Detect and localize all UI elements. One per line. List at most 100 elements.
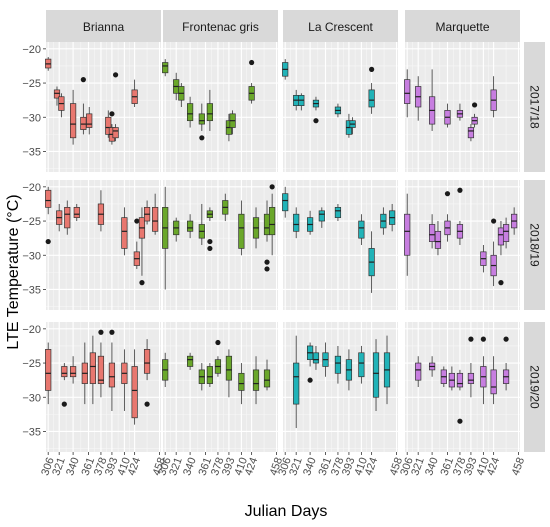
box <box>53 89 61 99</box>
boxplot-day-348 <box>312 345 320 370</box>
x-tick-label: 340 <box>301 456 319 477</box>
strip-label-brianna: Brianna <box>83 20 125 34</box>
boxplot-day-328 <box>298 93 305 111</box>
x-tick-label: 340 <box>181 456 199 477</box>
x-tick-label: 378 <box>329 456 347 477</box>
strip-label-2018-19: 2018/19 <box>528 223 542 267</box>
boxplot-day-361 <box>322 342 329 377</box>
boxplot-day-328 <box>178 83 185 107</box>
y-tick-label: −25 <box>22 358 41 370</box>
boxplot-day-410 <box>358 214 365 245</box>
boxplot-day-306 <box>404 69 411 118</box>
boxplot-day-424 <box>490 218 497 287</box>
outlier-point <box>207 238 213 245</box>
boxplot-day-378 <box>334 203 342 222</box>
boxplot-day-424 <box>368 66 375 114</box>
x-tick-label: 424 <box>363 456 381 477</box>
boxplot-day-378 <box>334 345 342 384</box>
boxplot-day-424 <box>368 231 375 293</box>
boxplot-day-367 <box>448 366 455 391</box>
boxplot-day-332 <box>64 200 71 235</box>
y-axis-title: LTE Temperature (°C) <box>5 194 22 349</box>
x-axis-title: Julian Days <box>245 503 328 520</box>
boxes-frontenac-gris-2017-18 <box>162 59 255 142</box>
boxes-marquette-2018-19 <box>404 187 518 287</box>
x-tick-label: 424 <box>126 456 144 477</box>
box <box>238 213 245 249</box>
y-tick-label: −35 <box>22 426 41 438</box>
boxplot-day-393 <box>467 336 475 398</box>
boxplot-day-306 <box>162 352 169 387</box>
boxplot-day-321 <box>415 76 422 121</box>
boxes-brianna-2019-20 <box>45 329 151 425</box>
box <box>70 103 77 139</box>
boxplot-day-452 <box>389 203 396 232</box>
outlier-point <box>144 401 150 407</box>
outlier-point <box>109 329 115 335</box>
boxplot-day-348 <box>434 221 442 256</box>
boxplot-day-318 <box>53 86 61 106</box>
strip-frontenac-gris <box>163 10 278 42</box>
boxplot-day-378 <box>456 369 464 424</box>
boxplot-day-430 <box>252 356 260 405</box>
boxplot-day-452 <box>152 193 159 235</box>
boxplot-day-345 <box>73 203 80 222</box>
strip-label-2017-18: 2017/18 <box>528 85 542 129</box>
boxplot-day-321 <box>173 217 180 242</box>
x-tick-label: 340 <box>423 456 441 477</box>
strip-label-frontenac-gris: Frontenac gris <box>182 20 259 34</box>
boxplot-day-361 <box>444 191 451 242</box>
boxplot-day-362 <box>86 107 93 135</box>
y-axis-ticks: −20 −25 −30 −35 −20 −25 −30 −35 −20 −25 −30 −35 <box>22 44 46 438</box>
outlier-point <box>457 418 463 424</box>
boxplot-day-430 <box>372 339 380 411</box>
outlier-point <box>134 218 140 224</box>
y-tick-label: −35 <box>22 146 41 158</box>
boxplot-day-321 <box>56 203 63 232</box>
boxplot-day-410 <box>480 336 487 405</box>
x-tick-label: 306 <box>398 456 416 477</box>
strip-label-marquette: Marquette <box>435 20 489 34</box>
box <box>152 207 159 232</box>
boxplot-day-367 <box>206 363 213 387</box>
box <box>263 213 271 236</box>
x-tick-label: 393 <box>340 456 358 477</box>
box <box>80 116 87 130</box>
panel-frontenac-gris-2017-18 <box>163 42 278 172</box>
x-tick-label: 361 <box>80 456 98 477</box>
outlier-point <box>307 377 313 383</box>
boxplot-day-340 <box>429 356 436 377</box>
panel-background <box>283 322 398 452</box>
boxes-marquette-2017-18 <box>404 69 497 142</box>
panel-background <box>163 322 278 452</box>
box <box>293 213 300 232</box>
box <box>89 352 96 384</box>
x-tick-label: 306 <box>156 456 174 477</box>
boxplot-day-410 <box>238 200 245 256</box>
boxplot-day-427 <box>133 218 140 269</box>
x-tick-label: 361 <box>439 456 457 477</box>
box <box>263 369 271 388</box>
boxplot-day-430 <box>252 207 260 249</box>
box <box>318 210 325 222</box>
boxplot-day-393 <box>108 329 116 411</box>
outlier-point <box>503 336 509 342</box>
boxplot-day-441 <box>143 339 151 407</box>
boxplot-day-340 <box>70 89 77 145</box>
box <box>112 127 119 139</box>
box <box>252 369 260 391</box>
x-tick-label: 458 <box>151 456 169 477</box>
outlier-point <box>468 336 474 342</box>
box <box>293 362 300 405</box>
strip-marquette <box>405 10 520 42</box>
x-tick-label: 306 <box>276 456 294 477</box>
outlier-point <box>112 72 119 78</box>
boxplot-day-321 <box>293 335 300 429</box>
boxplot-day-367 <box>206 89 213 131</box>
x-tick-label: 306 <box>39 456 57 477</box>
panel-frontenac-gris-2018-19 <box>163 180 278 310</box>
boxplot-day-378 <box>456 103 464 121</box>
strip-label-2019-20: 2019/20 <box>528 365 542 409</box>
outlier-point <box>207 245 213 252</box>
outlier-point <box>498 280 504 286</box>
